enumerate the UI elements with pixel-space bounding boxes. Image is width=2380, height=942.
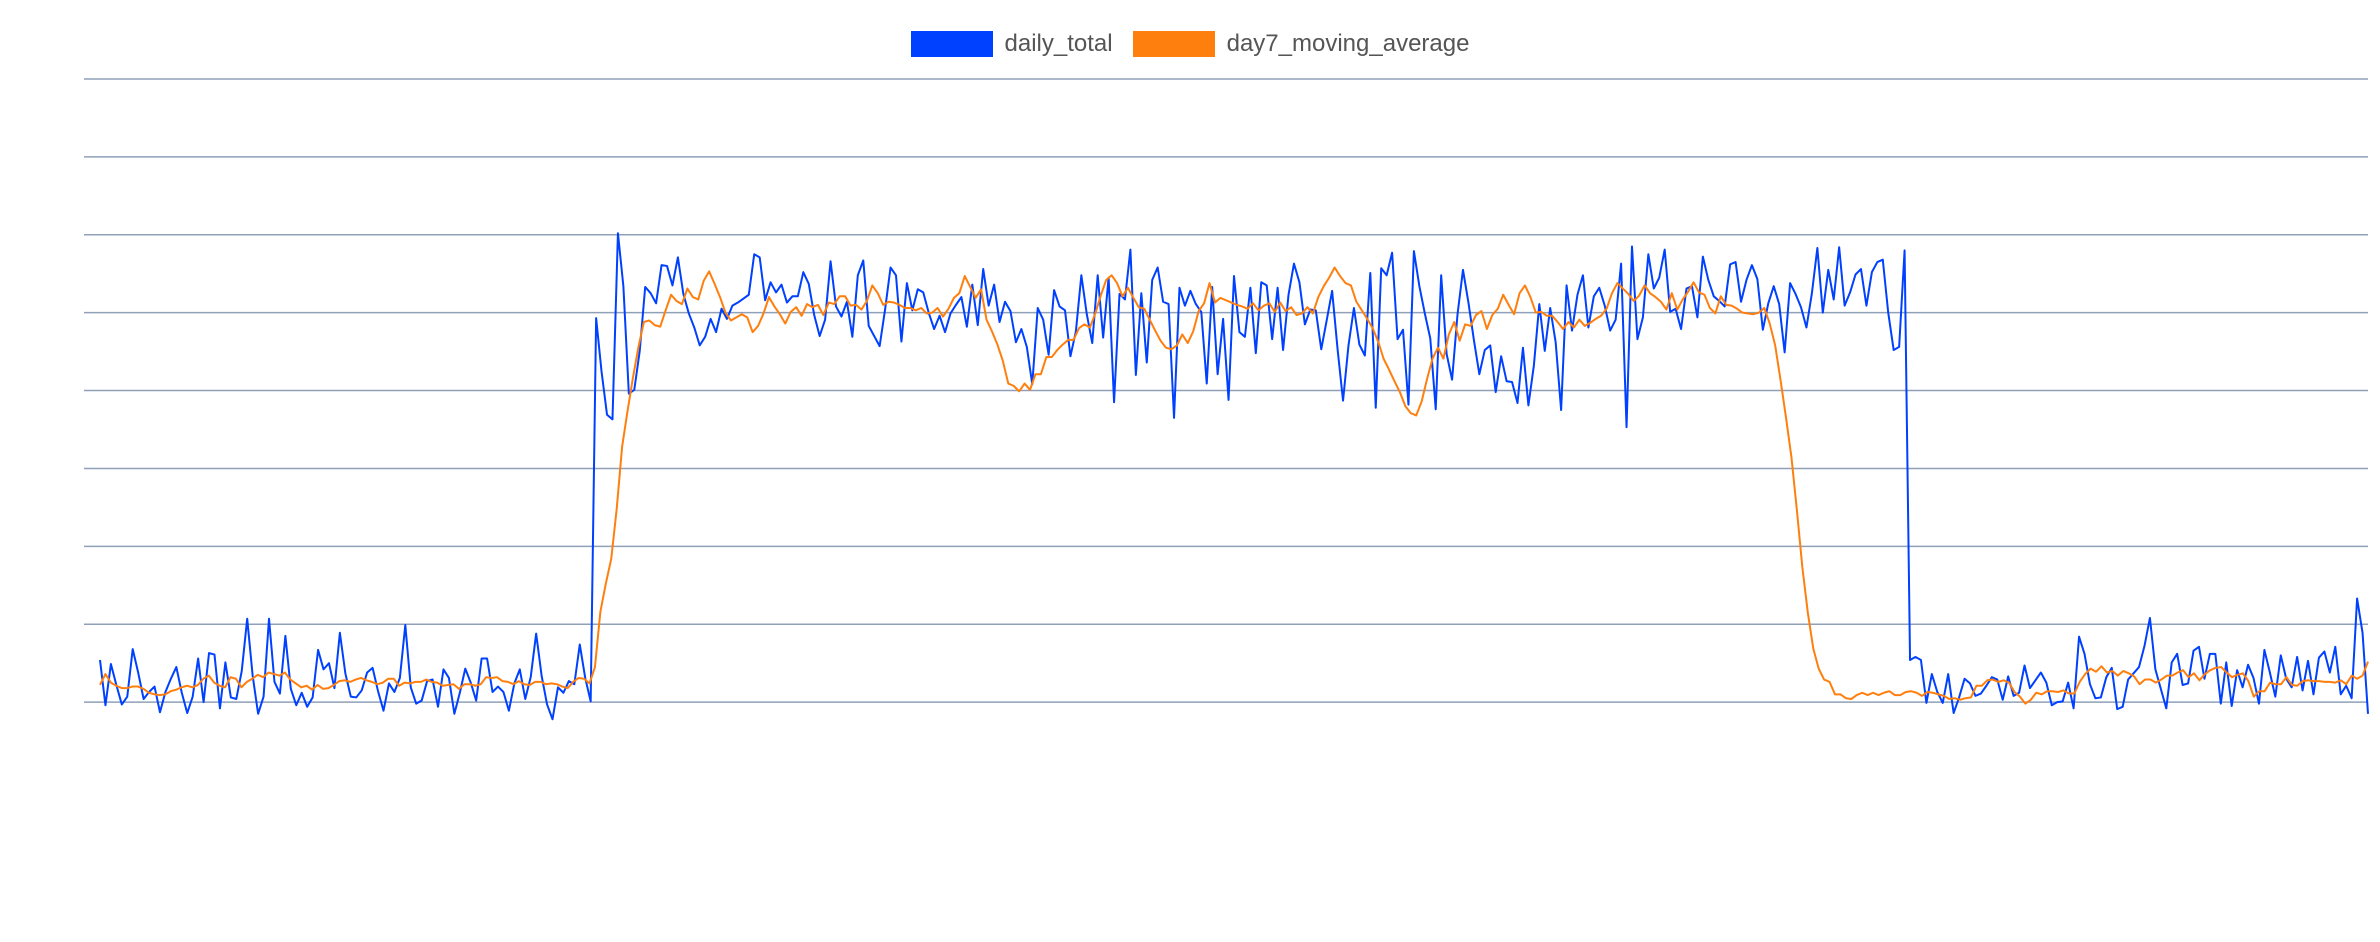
legend-item-daily-total[interactable]: daily_total [910,30,1113,58]
series-line-day7-moving-average[interactable] [99,266,2369,705]
legend-label-daily-total: daily_total [1004,30,1113,57]
series-line-daily-total[interactable] [99,232,2369,721]
legend-item-day7-moving-average[interactable]: day7_moving_average [1132,30,1470,58]
legend-swatch-day7-moving-average [1132,31,1215,57]
legend-swatch-daily-total [910,31,993,57]
gridlines [84,78,2368,703]
legend: daily_total day7_moving_average [0,30,2380,58]
legend-label-day7-moving-average: day7_moving_average [1226,30,1470,57]
